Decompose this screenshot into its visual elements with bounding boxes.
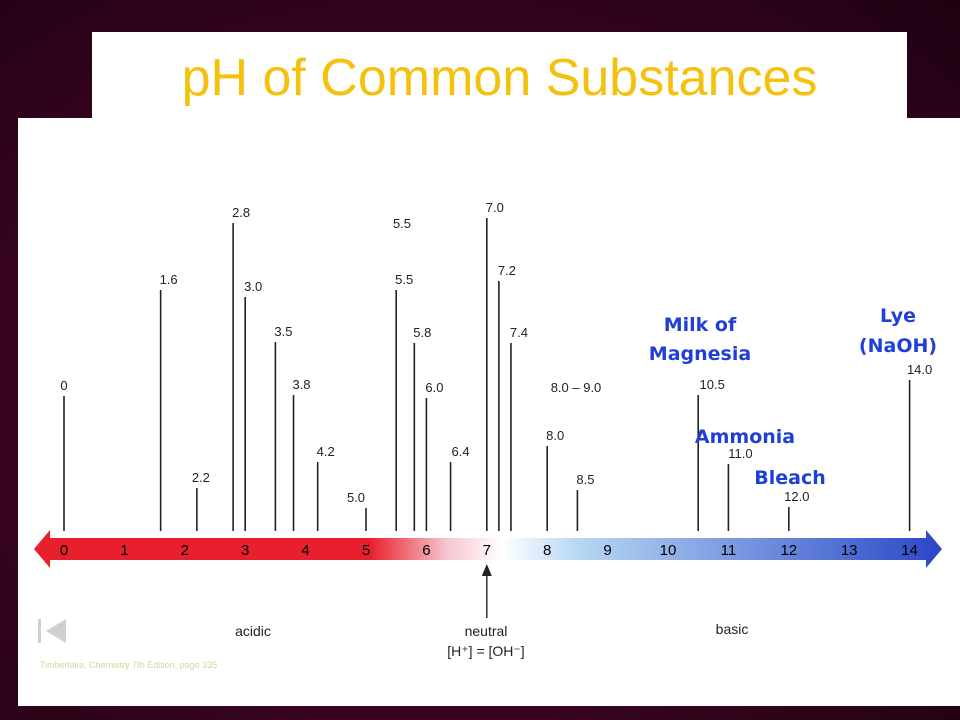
scale-tick-label: 3	[241, 542, 249, 559]
scale-tick-label: 12	[780, 542, 797, 559]
substance-label: Magnesia	[649, 343, 751, 365]
scale-tick-label: 10	[660, 542, 677, 559]
basic-label: basic	[716, 621, 749, 637]
scale-tick-label: 13	[841, 542, 858, 559]
substance-label: (NaOH)	[859, 335, 937, 357]
scale-tick-label: 6	[422, 542, 430, 559]
ph-marker-label: 0	[60, 378, 67, 393]
ph-extra-label: 5.5	[393, 216, 411, 231]
ph-marker-label: 1.6	[160, 272, 178, 287]
ph-marker-label: 14.0	[907, 362, 932, 377]
substance-label: Bleach	[754, 467, 826, 489]
scale-tick-label: 11	[721, 542, 737, 559]
scale-tick-label: 8	[543, 542, 551, 559]
ph-scale-arrow	[34, 530, 942, 568]
ph-marker-label: 11.0	[728, 446, 752, 461]
ph-marker-label: 6.4	[452, 444, 470, 459]
ph-marker-label: 5.8	[413, 325, 431, 340]
first-slide-button[interactable]	[38, 618, 68, 644]
ph-marker-label: 10.5	[700, 377, 725, 392]
neutral-pointer-head	[481, 564, 492, 576]
ph-marker-label: 6.0	[425, 380, 443, 395]
slide-title: pH of Common Substances	[181, 49, 818, 107]
ph-extra-label: 8.0 – 9.0	[551, 380, 602, 395]
ph-marker-label: 2.2	[192, 470, 210, 485]
ph-marker-label: 4.2	[317, 444, 335, 459]
ph-marker-label: 3.5	[274, 324, 292, 339]
neutral-label: neutral	[465, 623, 508, 639]
ph-marker-label: 8.0	[546, 428, 564, 443]
ph-marker-label: 2.8	[232, 205, 250, 220]
ph-marker-label: 7.4	[510, 325, 528, 340]
ph-marker-label: 3.8	[292, 377, 310, 392]
acidic-label: acidic	[235, 623, 271, 639]
scale-tick-label: 2	[181, 542, 189, 559]
ph-marker-label: 12.0	[784, 489, 809, 504]
neutral-equation: [H⁺] = [OH⁻]	[447, 643, 524, 659]
ph-marker-label: 7.0	[486, 200, 504, 215]
scale-tick-label: 0	[60, 542, 68, 559]
ph-marker-label: 3.0	[244, 279, 262, 294]
ph-marker-label: 8.5	[576, 472, 594, 487]
scale-tick-label: 9	[603, 542, 611, 559]
source-credit: Timberlake, Chemistry 7th Edition, page …	[40, 660, 218, 670]
ph-marker-label: 5.5	[395, 272, 413, 287]
diagram-panel	[18, 118, 960, 706]
scale-tick-label: 1	[120, 542, 128, 559]
scale-tick-label: 5	[362, 542, 370, 559]
scale-tick-label: 14	[901, 542, 918, 559]
substance-label: Lye	[880, 305, 916, 327]
scale-tick-label: 4	[301, 542, 309, 559]
ph-marker-label: 7.2	[498, 263, 516, 278]
scale-tick-label: 7	[483, 542, 491, 559]
substance-label: Milk of	[664, 314, 737, 336]
first-slide-icon	[38, 619, 66, 643]
title-bar: pH of Common Substances	[92, 32, 907, 124]
substance-label: Ammonia	[695, 426, 795, 448]
ph-marker-label: 5.0	[347, 490, 365, 505]
